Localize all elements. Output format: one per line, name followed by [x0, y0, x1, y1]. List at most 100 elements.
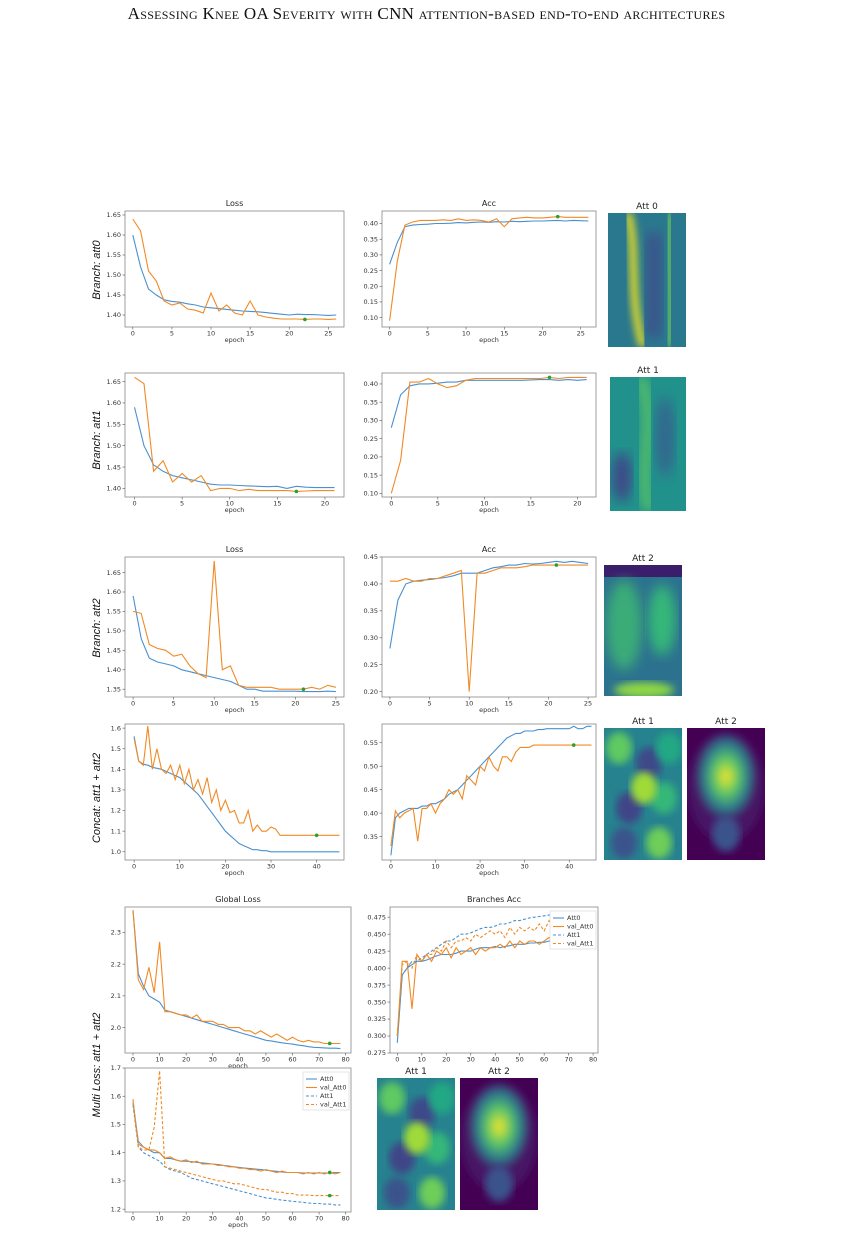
heatmap-hm_att1: Att 1 — [610, 366, 686, 511]
y-tick-label: 0.45 — [364, 786, 378, 794]
chart-att1_loss: 0 5 10 15 20 1.40 1.45 1.50 1.55 1.60 1.65 epoch — [107, 372, 345, 514]
y-tick-label: 0.25 — [364, 435, 378, 443]
y-tick-label: 1.4 — [111, 766, 121, 774]
x-axis-label: epoch — [479, 506, 499, 514]
chart-att1_acc: 0 5 10 15 20 0.10 0.15 0.20 0.25 0.30 0.35 0.40 epoc… — [364, 372, 597, 514]
y-tick-label: 0.35 — [364, 398, 378, 406]
series-line-val — [390, 376, 587, 494]
y-tick-label: 1.40 — [107, 311, 121, 319]
legend-box — [549, 910, 597, 950]
x-tick-label: 30 — [467, 1056, 475, 1064]
legend-label: val_Att1 — [320, 1101, 346, 1109]
chart-title: Branches Acc — [467, 895, 521, 904]
x-tick-label: 15 — [246, 330, 254, 338]
y-tick-label: 0.275 — [367, 1049, 386, 1057]
y-tick-label: 1.50 — [107, 271, 121, 279]
x-axis-label: epoch — [479, 706, 499, 714]
x-tick-label: 25 — [577, 330, 585, 338]
y-tick-label: 1.35 — [107, 685, 121, 693]
plot-area — [124, 906, 352, 1054]
x-tick-label: 10 — [465, 700, 473, 708]
x-tick-label: 5 — [426, 330, 430, 338]
heatmap-hm_concat_att1: Att 1 — [604, 717, 682, 860]
chart-att2_acc: Acc 0 5 10 15 20 25 0.20 0.25 0.30 0.35 0.40 0.45 epo… — [364, 545, 597, 714]
heatmap-title: Att 1 — [405, 1067, 427, 1077]
y-tick-label: 0.20 — [364, 688, 378, 696]
x-tick-label: 10 — [207, 330, 215, 338]
chart-title: Acc — [482, 545, 496, 554]
x-tick-label: 10 — [210, 700, 218, 708]
heatmap-image — [460, 1078, 538, 1210]
y-tick-label: 0.450 — [367, 930, 386, 938]
series-line-val — [132, 218, 337, 320]
y-tick-label: 0.35 — [364, 607, 378, 615]
y-tick-label: 0.40 — [364, 220, 378, 228]
series-line-train — [133, 736, 340, 853]
heatmap-title: Att 2 — [632, 554, 654, 564]
heatmap-hm_att2: Att 2 — [604, 554, 682, 696]
heatmap-image — [377, 1078, 455, 1210]
heatmap-hm_multi_att2: Att 2 — [460, 1067, 538, 1210]
series-line-val-att1 — [396, 919, 560, 1037]
y-tick-label: 1.65 — [107, 378, 121, 386]
y-tick-label: 0.30 — [364, 417, 378, 425]
x-tick-label: 40 — [235, 1056, 243, 1064]
y-tick-label: 1.7 — [111, 1064, 121, 1072]
y-tick-label: 1.3 — [111, 786, 121, 794]
x-tick-label: 15 — [500, 330, 508, 338]
series-line-train — [132, 234, 337, 316]
y-tick-label: 1.1 — [111, 827, 121, 835]
plot-area — [381, 723, 597, 861]
series-line-train — [133, 407, 335, 489]
y-tick-label: 1.5 — [111, 745, 121, 753]
x-tick-label: 80 — [342, 1215, 350, 1223]
x-tick-label: 5 — [170, 330, 174, 338]
best-epoch-marker — [571, 743, 576, 747]
heatmap-image — [687, 728, 765, 860]
x-tick-label: 20 — [573, 500, 581, 508]
y-tick-label: 1.60 — [107, 399, 121, 407]
x-tick-label: 20 — [321, 500, 329, 508]
x-tick-label: 20 — [544, 700, 552, 708]
x-tick-label: 20 — [285, 330, 293, 338]
x-tick-label: 80 — [342, 1056, 350, 1064]
x-tick-label: 0 — [389, 500, 393, 508]
y-tick-label: 0.25 — [364, 661, 378, 669]
y-tick-label: 1.45 — [107, 463, 121, 471]
x-tick-label: 50 — [516, 1056, 524, 1064]
y-tick-label: 0.400 — [367, 964, 386, 972]
heatmap-hm_concat_att2: Att 2 — [687, 717, 765, 860]
chart-multi_global_loss: Global Loss 0 10 20 30 40 50 60 70 80 2.0 2.1 2.2 2.3… — [111, 895, 352, 1070]
heatmap-hm_att0: Att 0 — [608, 202, 686, 347]
y-tick-label: 1.45 — [107, 291, 121, 299]
heatmap-title: Att 0 — [636, 202, 658, 212]
x-tick-label: 20 — [538, 330, 546, 338]
row-label: Multi Loss: att1 + att2 — [91, 1013, 103, 1118]
x-axis-label: epoch — [225, 869, 245, 877]
best-epoch-marker — [555, 214, 560, 219]
legend-label: Att0 — [320, 1075, 334, 1083]
x-axis-label: epoch — [225, 506, 245, 514]
y-tick-label: 1.45 — [107, 647, 121, 655]
x-tick-label: 15 — [251, 700, 259, 708]
y-tick-label: 1.65 — [107, 211, 121, 219]
y-tick-label: 2.0 — [111, 1024, 121, 1032]
series-line-train — [390, 379, 587, 428]
x-axis-label: epoch — [225, 336, 245, 344]
heatmap-title: Att 2 — [488, 1067, 510, 1077]
y-tick-label: 0.325 — [367, 1015, 386, 1023]
y-tick-label: 0.40 — [364, 380, 378, 388]
x-tick-label: 80 — [589, 1056, 597, 1064]
best-epoch-marker — [327, 1193, 332, 1198]
plot-area — [124, 556, 345, 698]
x-tick-label: 20 — [221, 863, 229, 871]
legend-box — [302, 1071, 350, 1111]
chart-concat_loss: 0 10 20 30 40 1.0 1.1 1.2 1.3 1.4 1.5 1.6 epoch — [111, 723, 345, 877]
heatmap-image — [608, 213, 686, 347]
y-tick-label: 0.15 — [364, 471, 378, 479]
series-line-val — [133, 726, 340, 836]
series-line-train — [390, 725, 592, 856]
series-line-val-att1 — [132, 1070, 341, 1197]
x-tick-label: 30 — [209, 1056, 217, 1064]
y-tick-label: 1.6 — [111, 1092, 121, 1100]
